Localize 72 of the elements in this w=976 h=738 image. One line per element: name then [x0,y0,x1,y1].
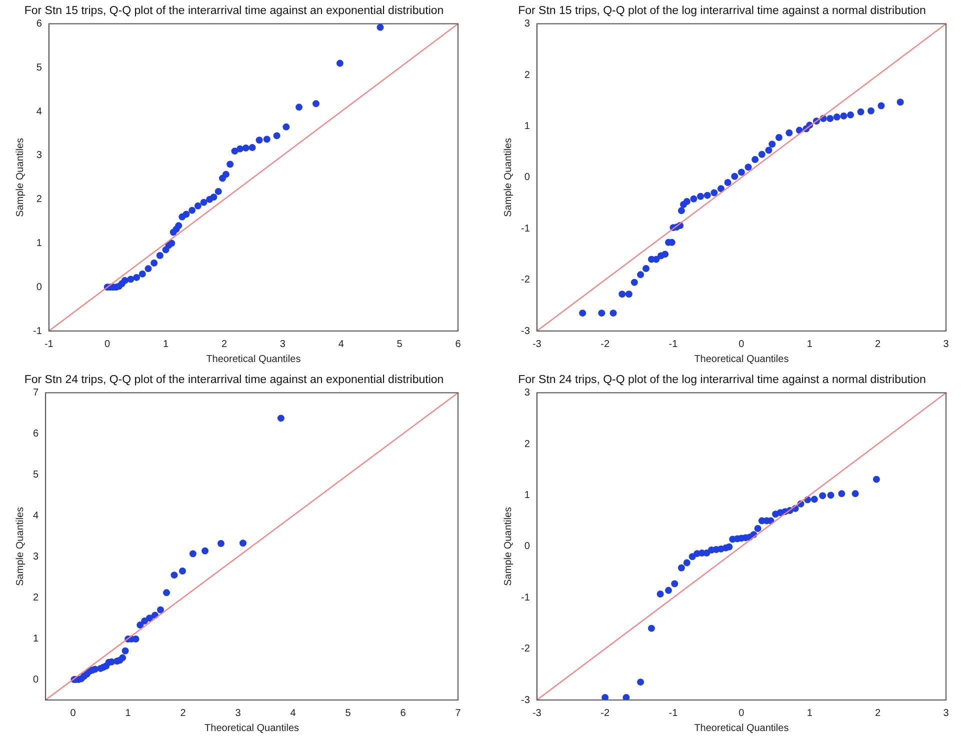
x-tick-label: 3 [280,338,286,350]
chart-title: For Stn 24 trips, Q-Q plot of the interarrival time against an exponential distribution [24,374,444,386]
x-tick-label: 2 [875,338,882,350]
y-tick-label: 0 [33,674,39,686]
x-tick-label: 2 [875,708,882,719]
y-axis-title: Sample Quantiles [502,506,514,586]
x-tick-label: -1 [44,338,54,350]
y-tick-label: 6 [36,18,42,30]
x-tick-label: -3 [532,708,542,719]
y-tick-label: 7 [33,388,39,399]
y-tick-label: -3 [520,326,530,337]
x-axis-title: Theoretical Quantiles [206,354,301,365]
x-tick-label: 0 [738,708,745,719]
x-tick-label: -3 [532,338,542,350]
x-tick-label: 6 [455,338,462,350]
x-tick-label: 3 [235,708,242,719]
x-tick-label: 1 [806,708,813,719]
y-tick-label: 4 [33,510,39,522]
x-tick-label: 4 [290,708,296,719]
y-axis-title: Sample Quantiles [14,138,26,217]
x-tick-label: 4 [338,338,344,350]
chart-title: For Stn 24 trips, Q-Q plot of the log interarrival time against a normal distribution [518,374,926,386]
x-tick-label: -1 [668,708,678,719]
y-tick-label: 0 [524,541,530,552]
y-tick-label: 0 [36,282,42,293]
y-tick-label: 2 [33,592,39,604]
y-tick-label: -3 [520,694,530,706]
y-tick-label: -2 [520,274,530,286]
x-tick-label: 7 [455,708,462,719]
x-tick-label: 1 [125,708,132,719]
y-tick-label: 2 [36,194,42,206]
chart-title: For Stn 15 trips, Q-Q plot of the log interarrival time against a normal distribution [518,5,926,18]
x-tick-label: 6 [400,708,406,719]
chart-title: For Stn 15 trips, Q-Q plot of the interarrival time against an exponential distribution [24,5,444,18]
x-axis-title: Theoretical Quantiles [694,722,789,734]
y-tick-label: 1 [524,120,530,132]
x-tick-label: 2 [221,338,228,350]
y-tick-label: 1 [33,633,39,644]
y-tick-label: 3 [524,388,530,399]
x-tick-label: 3 [943,708,950,719]
x-tick-label: 1 [163,338,169,350]
y-tick-label: 6 [33,428,39,440]
y-tick-label: 5 [33,469,39,480]
x-tick-label: 0 [70,708,76,719]
y-axis-title: Sample Quantiles [502,138,514,217]
y-tick-label: 2 [524,438,530,450]
x-tick-label: 0 [738,338,745,350]
x-tick-label: -2 [600,708,610,719]
y-tick-label: -1 [32,326,42,337]
x-axis-title: Theoretical Quantiles [694,354,789,365]
y-tick-label: -2 [520,644,530,655]
y-tick-label: 3 [524,18,530,30]
y-tick-label: 4 [36,106,42,118]
y-tick-label: 2 [524,70,530,81]
x-tick-label: 1 [806,338,813,350]
y-tick-label: 3 [33,551,39,562]
x-axis-title: Theoretical Quantiles [204,722,300,734]
x-tick-label: 5 [396,338,403,350]
x-tick-label: 2 [180,708,186,719]
y-tick-label: 3 [36,150,42,162]
x-tick-label: -2 [600,338,610,350]
x-tick-label: -1 [668,338,678,350]
y-tick-label: 1 [36,238,42,249]
x-tick-label: 0 [104,338,111,350]
y-tick-label: -1 [520,223,530,234]
x-tick-label: 5 [345,708,352,719]
y-tick-label: -1 [520,592,530,604]
y-tick-label: 5 [36,62,42,74]
y-tick-label: 0 [524,172,530,184]
y-axis-title: Sample Quantiles [14,506,26,586]
x-tick-label: 3 [943,338,950,350]
y-tick-label: 1 [524,490,530,501]
